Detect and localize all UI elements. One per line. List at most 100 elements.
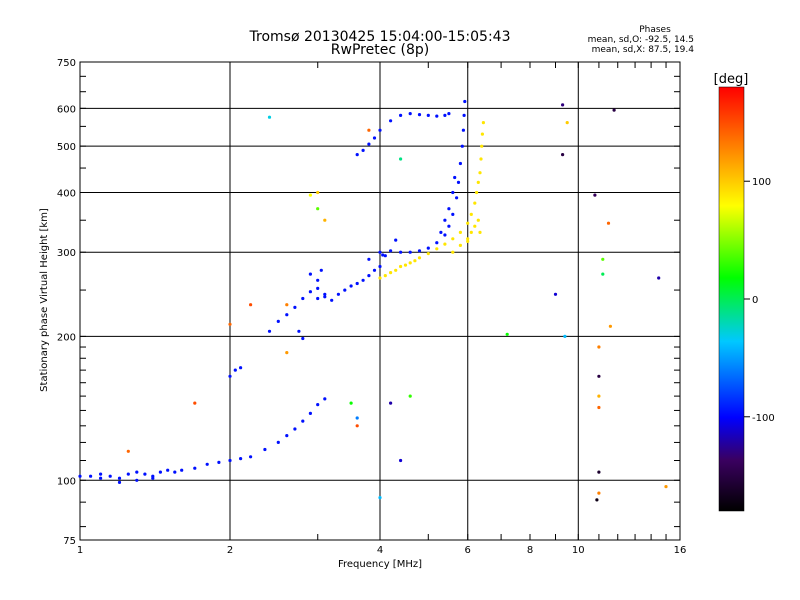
echo-point [458,230,462,234]
echo-point [443,233,447,237]
echo-point [276,319,280,323]
echo-point [593,193,597,197]
echo-point [426,113,430,117]
echo-point [561,103,565,107]
echo-point [308,411,312,415]
echo-point [349,401,353,405]
echo-point [389,249,393,253]
y-tick-label: 75 [63,536,76,547]
echo-point [78,474,82,478]
echo-point [456,180,461,184]
echo-point [323,397,327,401]
echo-point [461,128,465,132]
echo-point [355,424,359,428]
colorbar-tick-label: 100 [752,177,771,188]
echo-point [323,218,327,222]
echo-point [126,449,130,453]
stats-heading: Phases [639,25,671,35]
echo-point [308,290,312,294]
echo-point [367,142,371,146]
echo-point [239,457,243,461]
x-tick-label: 4 [377,545,383,556]
echo-point [117,476,122,480]
x-tick-label: 6 [465,545,471,556]
echo-point [319,268,323,272]
echo-point [435,114,439,118]
echo-point [612,108,616,112]
echo-point [451,212,455,216]
echo-point [285,313,289,317]
echo-point [408,261,412,265]
echo-point [301,296,305,301]
y-tick-label: 300 [57,248,76,259]
x-tick-label: 2 [227,545,233,556]
stats-line-x: mean, sd,X: 87.5, 19.4 [592,45,695,55]
echo-point [476,180,480,184]
echo-point [447,207,451,211]
echo-point [601,272,605,276]
echo-point [481,121,485,125]
y-tick-label: 400 [57,188,76,199]
y-tick-labels: 75 100 200 300 400 500 600 750 [57,58,76,547]
echo-point [480,144,484,148]
echo-point [378,250,382,254]
echo-point [458,243,462,247]
echo-point [458,161,462,166]
x-tick-labels: 1 2 4 6 8 10 16 [77,545,687,556]
echo-point [285,303,289,307]
echo-point [316,296,320,301]
echo-point [89,474,93,478]
echo-point [657,276,661,280]
echo-point [478,171,482,175]
echo-point [228,458,232,463]
colorbar-ticks: 100 0 -100 [744,177,775,424]
echo-point [143,472,147,476]
echo-point [316,286,320,290]
echo-point [606,221,611,225]
echo-point [378,496,382,500]
echo-point [126,472,130,476]
echo-point [367,274,371,278]
echo-point [451,190,455,195]
echo-point [439,230,443,234]
echo-point [323,292,327,296]
echo-point [462,113,466,117]
echo-point [383,274,387,278]
echo-point [435,241,439,245]
echo-point [476,218,480,222]
echo-point [399,264,403,269]
echo-point [469,212,473,216]
echo-point [193,466,197,470]
echo-point [455,196,459,200]
echo-point [361,278,365,282]
echo-point [394,238,398,242]
x-tick-label: 8 [527,545,533,556]
echo-point [349,284,353,288]
echo-point [343,288,347,292]
echo-point [597,405,601,410]
echo-point [443,242,447,246]
echo-point [601,257,605,261]
echo-point [297,329,301,333]
echo-point [173,470,177,474]
echo-point [355,416,359,420]
echo-point [151,476,155,480]
echo-point [336,292,340,296]
x-tick-label: 1 [77,545,83,556]
echo-point [426,246,430,250]
echo-point [239,366,243,370]
echo-point [381,253,385,257]
echo-point [608,324,613,328]
echo-point [316,278,320,282]
echo-point [389,401,393,405]
echo-point [249,303,253,307]
echo-point [426,252,430,256]
echo-point [595,498,599,502]
echo-point [249,455,253,459]
echo-point [460,144,464,148]
echo-point [553,292,558,296]
echo-point [293,305,297,309]
echo-point [228,322,232,326]
colorbar-tick-label: 0 [752,295,758,306]
